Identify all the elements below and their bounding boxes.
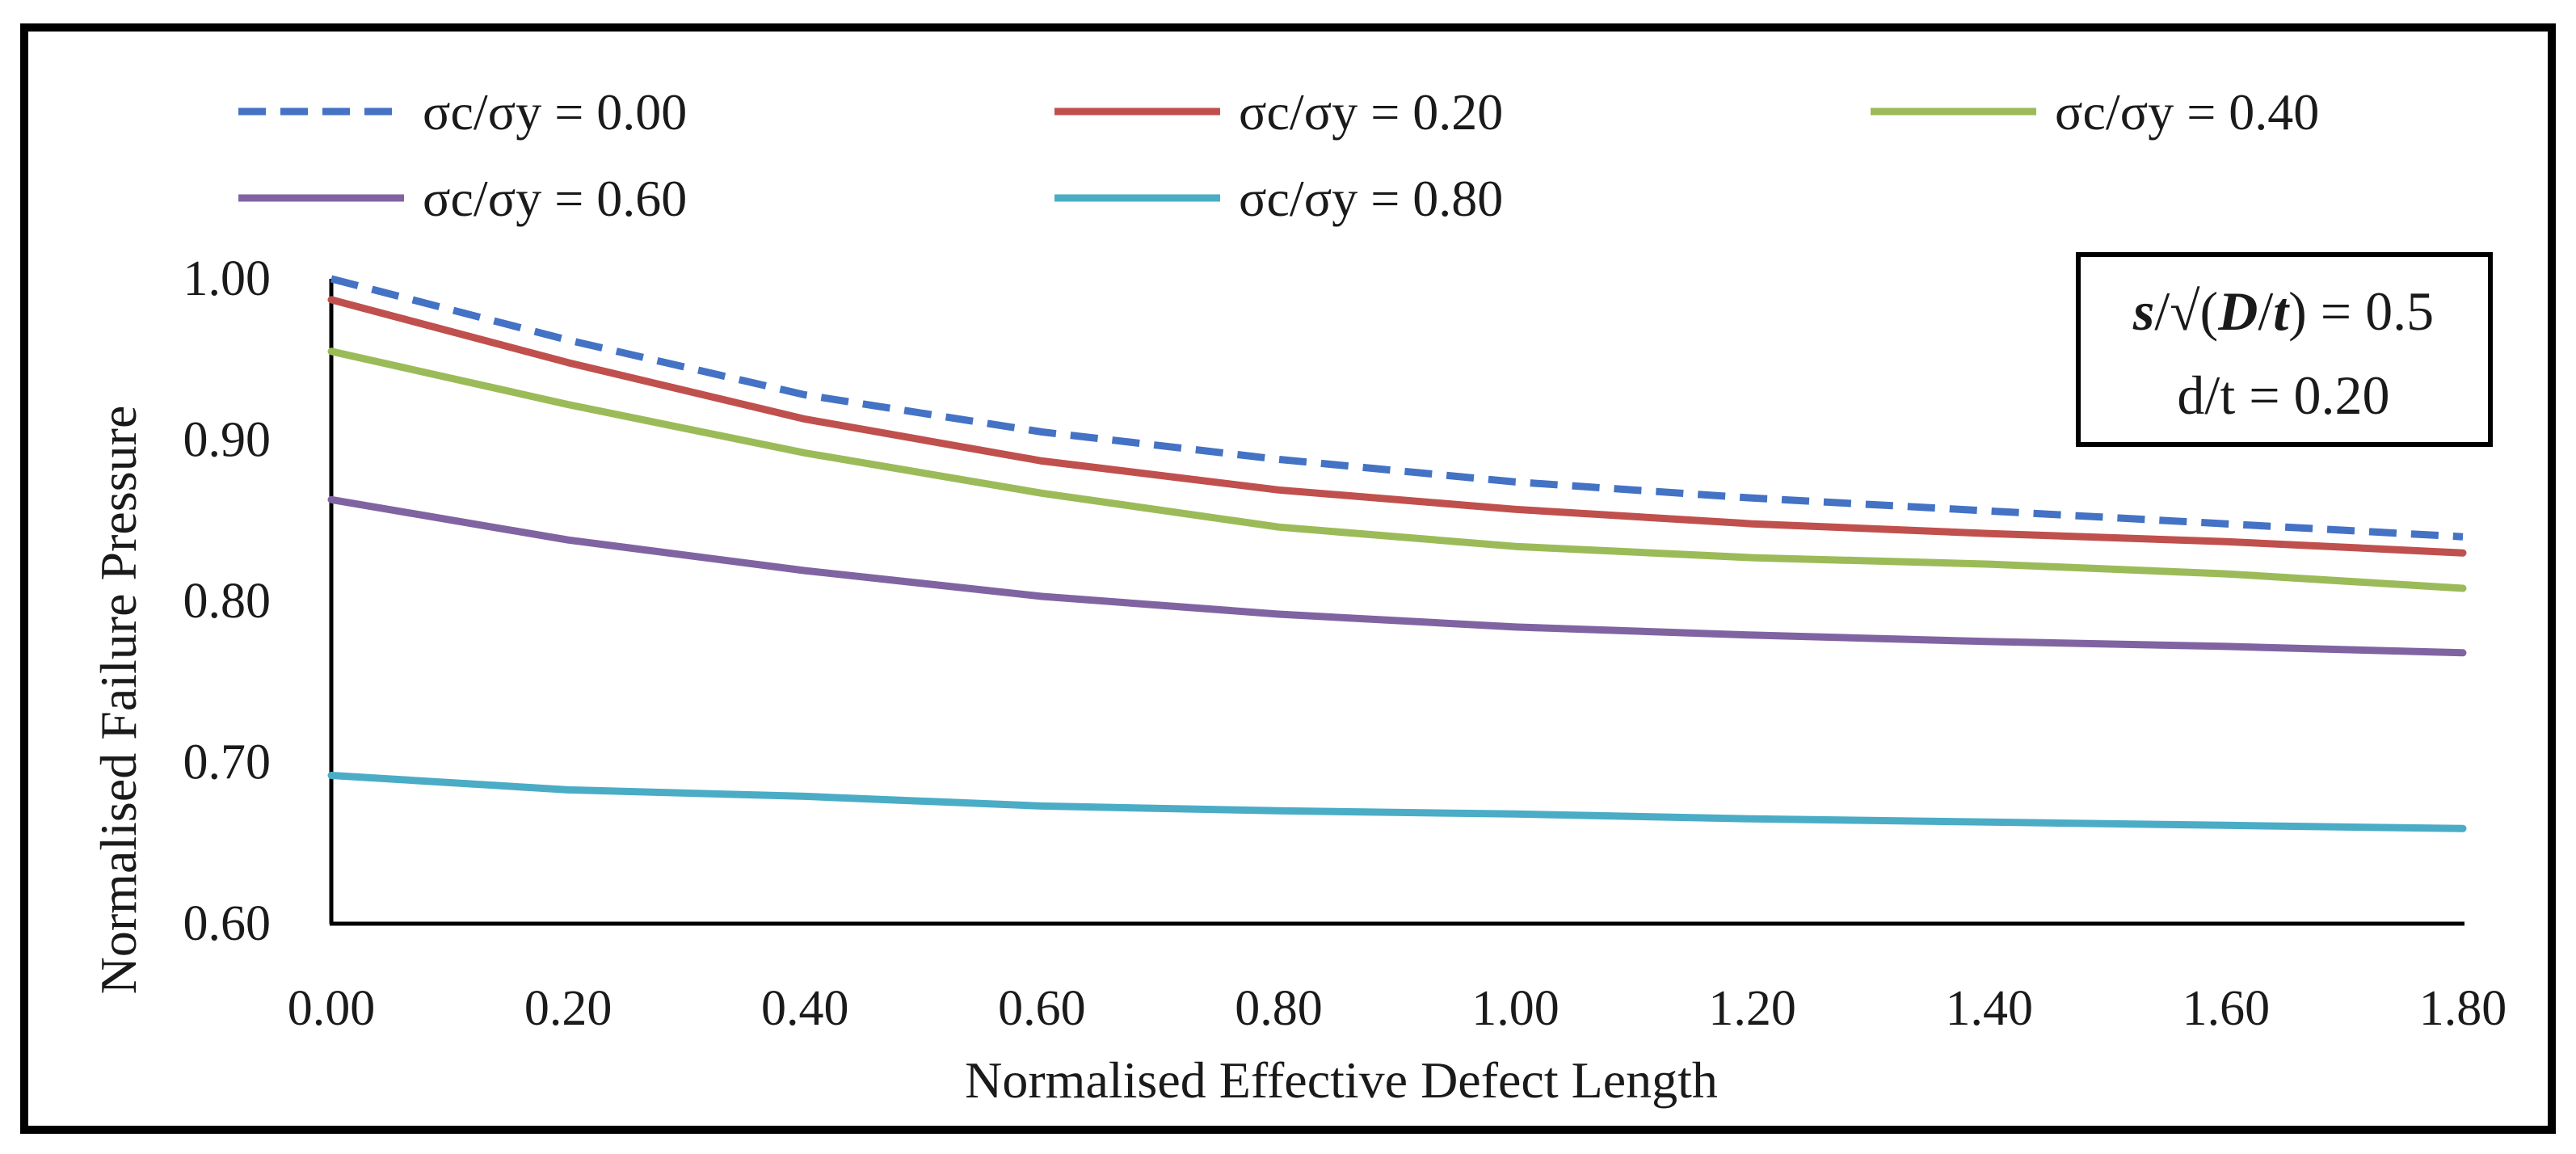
y-tick-label: 0.80 (183, 574, 271, 629)
x-tick-label: 0.60 (998, 981, 1086, 1036)
annotation-slash: / (2258, 280, 2273, 342)
chart-frame (20, 23, 2556, 1134)
x-tick-label: 1.20 (1708, 981, 1796, 1036)
y-tick-label: 0.90 (183, 413, 271, 468)
series-line-1 (327, 296, 2467, 557)
annotation-value: ) = 0.5 (2288, 280, 2434, 342)
y-axis-title: Normalised Failure Pressure (90, 406, 147, 995)
y-tick-label: 0.70 (183, 735, 271, 790)
x-tick-label: 0.40 (761, 981, 849, 1036)
x-axis-title: Normalised Effective Defect Length (965, 1051, 1718, 1109)
x-tick-labels: 0.00 0.20 0.40 0.60 0.80 1.00 1.20 1.40 1.60 1.80 (288, 981, 2507, 1036)
series-line-2 (327, 347, 2467, 592)
x-tick-label: 1.80 (2419, 981, 2507, 1036)
x-tick-label: 0.80 (1235, 981, 1323, 1036)
x-tick-label: 0.20 (524, 981, 612, 1036)
annotation-line-2: d/t = 0.20 (2177, 364, 2389, 426)
legend: σc/σy = 0.00 σc/σy = 0.20 σc/σy = 0.40 σc/σ… (238, 83, 2319, 227)
legend-label-1: σc/σy = 0.20 (1239, 83, 1503, 141)
y-tick-label: 0.60 (183, 896, 271, 951)
annotation-sqrt: /√( (2154, 280, 2218, 342)
legend-label-3: σc/σy = 0.60 (423, 170, 687, 227)
legend-label-2: σc/σy = 0.40 (2055, 83, 2319, 141)
annotation-box (2076, 252, 2493, 447)
x-tick-label: 1.60 (2182, 981, 2271, 1036)
annotation-s: s (2132, 280, 2154, 342)
annotation-t: t (2273, 280, 2290, 342)
y-tick-label: 1.00 (183, 251, 271, 306)
x-tick-label: 1.00 (1471, 981, 1559, 1036)
annotation-line-1: s/√(D/t) = 0.5 (2132, 280, 2434, 342)
legend-label-0: σc/σy = 0.00 (423, 83, 687, 141)
series-line-3 (327, 495, 2467, 657)
x-tick-label: 1.40 (1946, 981, 2034, 1036)
legend-label-4: σc/σy = 0.80 (1239, 170, 1503, 227)
series-line-4 (327, 772, 2467, 832)
annotation-D: D (2217, 280, 2258, 342)
series-layer (327, 275, 2467, 832)
y-tick-labels: 0.60 0.70 0.80 0.90 1.00 (183, 251, 271, 951)
x-tick-label: 0.00 (288, 981, 376, 1036)
